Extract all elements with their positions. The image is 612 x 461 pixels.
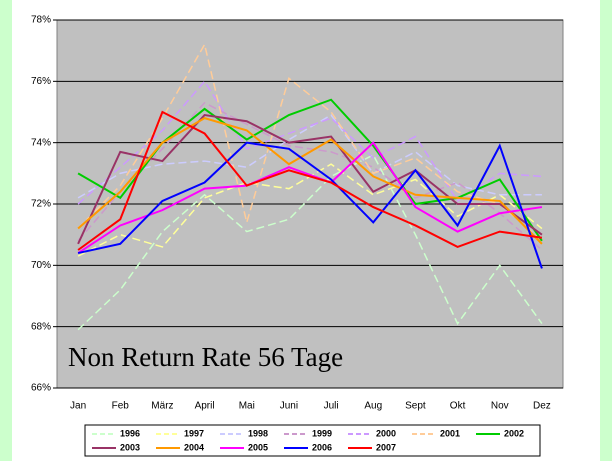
legend-label: 2001 xyxy=(440,428,460,438)
legend-label: 2004 xyxy=(184,442,204,452)
series-line xyxy=(77,141,543,254)
x-tick-label: Juli xyxy=(324,401,339,412)
legend-label: 2000 xyxy=(376,428,396,438)
x-tick-label: Sept xyxy=(405,401,426,412)
y-tick-label: 78% xyxy=(31,15,51,26)
y-tick-label: 74% xyxy=(31,137,51,148)
x-tick-label: Feb xyxy=(112,401,130,412)
series-line xyxy=(77,114,543,245)
y-tick-label: 72% xyxy=(31,199,51,210)
x-tick-label: Mai xyxy=(239,401,255,412)
legend-label: 2007 xyxy=(376,442,396,452)
legend-label: 1997 xyxy=(184,428,204,438)
series-line xyxy=(77,153,543,331)
series-line xyxy=(77,80,542,205)
y-tick-label: 66% xyxy=(31,383,51,394)
series-line xyxy=(77,141,543,269)
y-tick-label: 76% xyxy=(31,76,51,87)
x-tick-label: Jan xyxy=(70,401,86,412)
legend-label: 2005 xyxy=(248,442,268,452)
x-tick-label: März xyxy=(151,401,173,412)
x-tick-label: Juni xyxy=(280,401,298,412)
y-tick-label: 68% xyxy=(31,321,51,332)
x-tick-label: Okt xyxy=(450,401,466,412)
series-line xyxy=(77,110,543,251)
series-line xyxy=(77,101,543,251)
x-tick-label: Aug xyxy=(364,401,382,412)
y-tick-label: 70% xyxy=(31,260,51,271)
x-tick-label: Dez xyxy=(533,401,551,412)
x-tick-label: Nov xyxy=(491,401,509,412)
x-tick-label: April xyxy=(195,401,215,412)
legend-label: 1998 xyxy=(248,428,268,438)
annotation: Non Return Rate 56 Tage xyxy=(68,342,343,372)
legend-box xyxy=(84,424,541,457)
legend-label: 2003 xyxy=(120,442,140,452)
legend-label: 1999 xyxy=(312,428,332,438)
series-line xyxy=(77,117,543,245)
legend-label: 2006 xyxy=(312,442,332,452)
legend-label: 2002 xyxy=(504,428,524,438)
legend-label: 1996 xyxy=(120,428,140,438)
